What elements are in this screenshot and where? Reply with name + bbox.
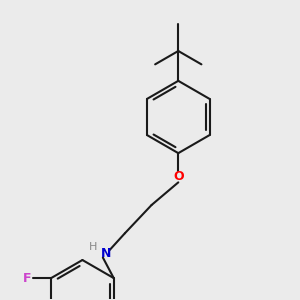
Text: F: F — [23, 272, 32, 285]
Text: H: H — [88, 242, 97, 252]
Text: O: O — [173, 170, 184, 183]
Text: N: N — [101, 247, 111, 260]
